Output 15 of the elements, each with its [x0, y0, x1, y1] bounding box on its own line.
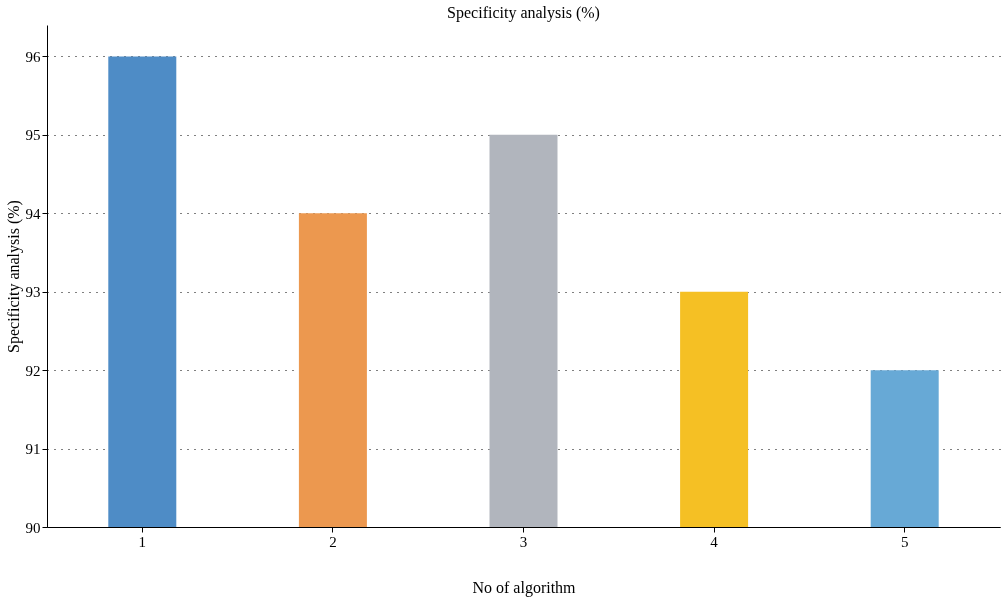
y-tick-label: 90 [25, 519, 41, 536]
x-tick-label: 4 [710, 533, 719, 550]
y-tick-label: 93 [25, 284, 41, 301]
chart-title: Specificity analysis (%) [447, 4, 600, 22]
y-axis-title: Specificity analysis (%) [4, 200, 23, 353]
y-tick-label: 91 [25, 441, 41, 458]
x-tick-label: 2 [329, 533, 337, 550]
x-axis-title: No of algorithm [472, 578, 577, 597]
y-tick-label: 94 [25, 205, 41, 222]
x-tick-label: 1 [138, 533, 147, 550]
y-tick-label: 96 [25, 48, 41, 65]
y-tick-label: 92 [25, 362, 41, 379]
x-tick-label: 3 [519, 533, 528, 550]
y-tick-label: 95 [25, 127, 41, 144]
x-tick-label: 5 [900, 533, 909, 550]
